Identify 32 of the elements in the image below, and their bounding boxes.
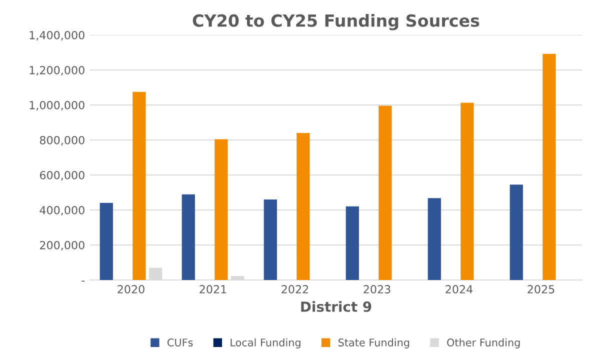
y-tick-label: 1,000,000 xyxy=(30,100,84,111)
bar xyxy=(264,200,277,280)
bar xyxy=(132,92,146,280)
legend-label: State Funding xyxy=(338,338,410,348)
x-axis-title: District 9 xyxy=(301,301,372,312)
bar xyxy=(182,194,195,280)
x-tick-label: 2025 xyxy=(528,285,554,294)
legend-label: Local Funding xyxy=(230,338,300,348)
y-tick-label: 1,400,000 xyxy=(30,30,84,41)
bar xyxy=(542,54,556,280)
x-tick-label: 2020 xyxy=(118,285,144,294)
y-tick-label: 200,000 xyxy=(40,240,84,251)
bar xyxy=(428,198,441,280)
chart-title: CY20 to CY25 Funding Sources xyxy=(192,14,480,30)
x-tick-label: 2024 xyxy=(446,285,473,294)
x-tick-label: 2022 xyxy=(282,285,308,294)
y-tick-label: 1,200,000 xyxy=(30,66,84,76)
bar xyxy=(346,206,359,280)
bar xyxy=(510,184,523,280)
y-tick-label: 400,000 xyxy=(40,206,84,216)
y-tick-label: - xyxy=(82,280,85,282)
x-tick-label: 2023 xyxy=(364,285,390,294)
y-tick-label: 600,000 xyxy=(40,170,84,181)
bar xyxy=(378,106,392,280)
bar xyxy=(214,139,228,280)
legend-label: CUFs xyxy=(167,338,193,346)
bar xyxy=(100,202,113,280)
x-tick-label: 2021 xyxy=(200,285,226,294)
legend-label: Other Funding xyxy=(447,338,520,348)
bar xyxy=(296,133,310,280)
bar xyxy=(460,102,474,280)
y-tick-label: 800,000 xyxy=(40,136,84,146)
